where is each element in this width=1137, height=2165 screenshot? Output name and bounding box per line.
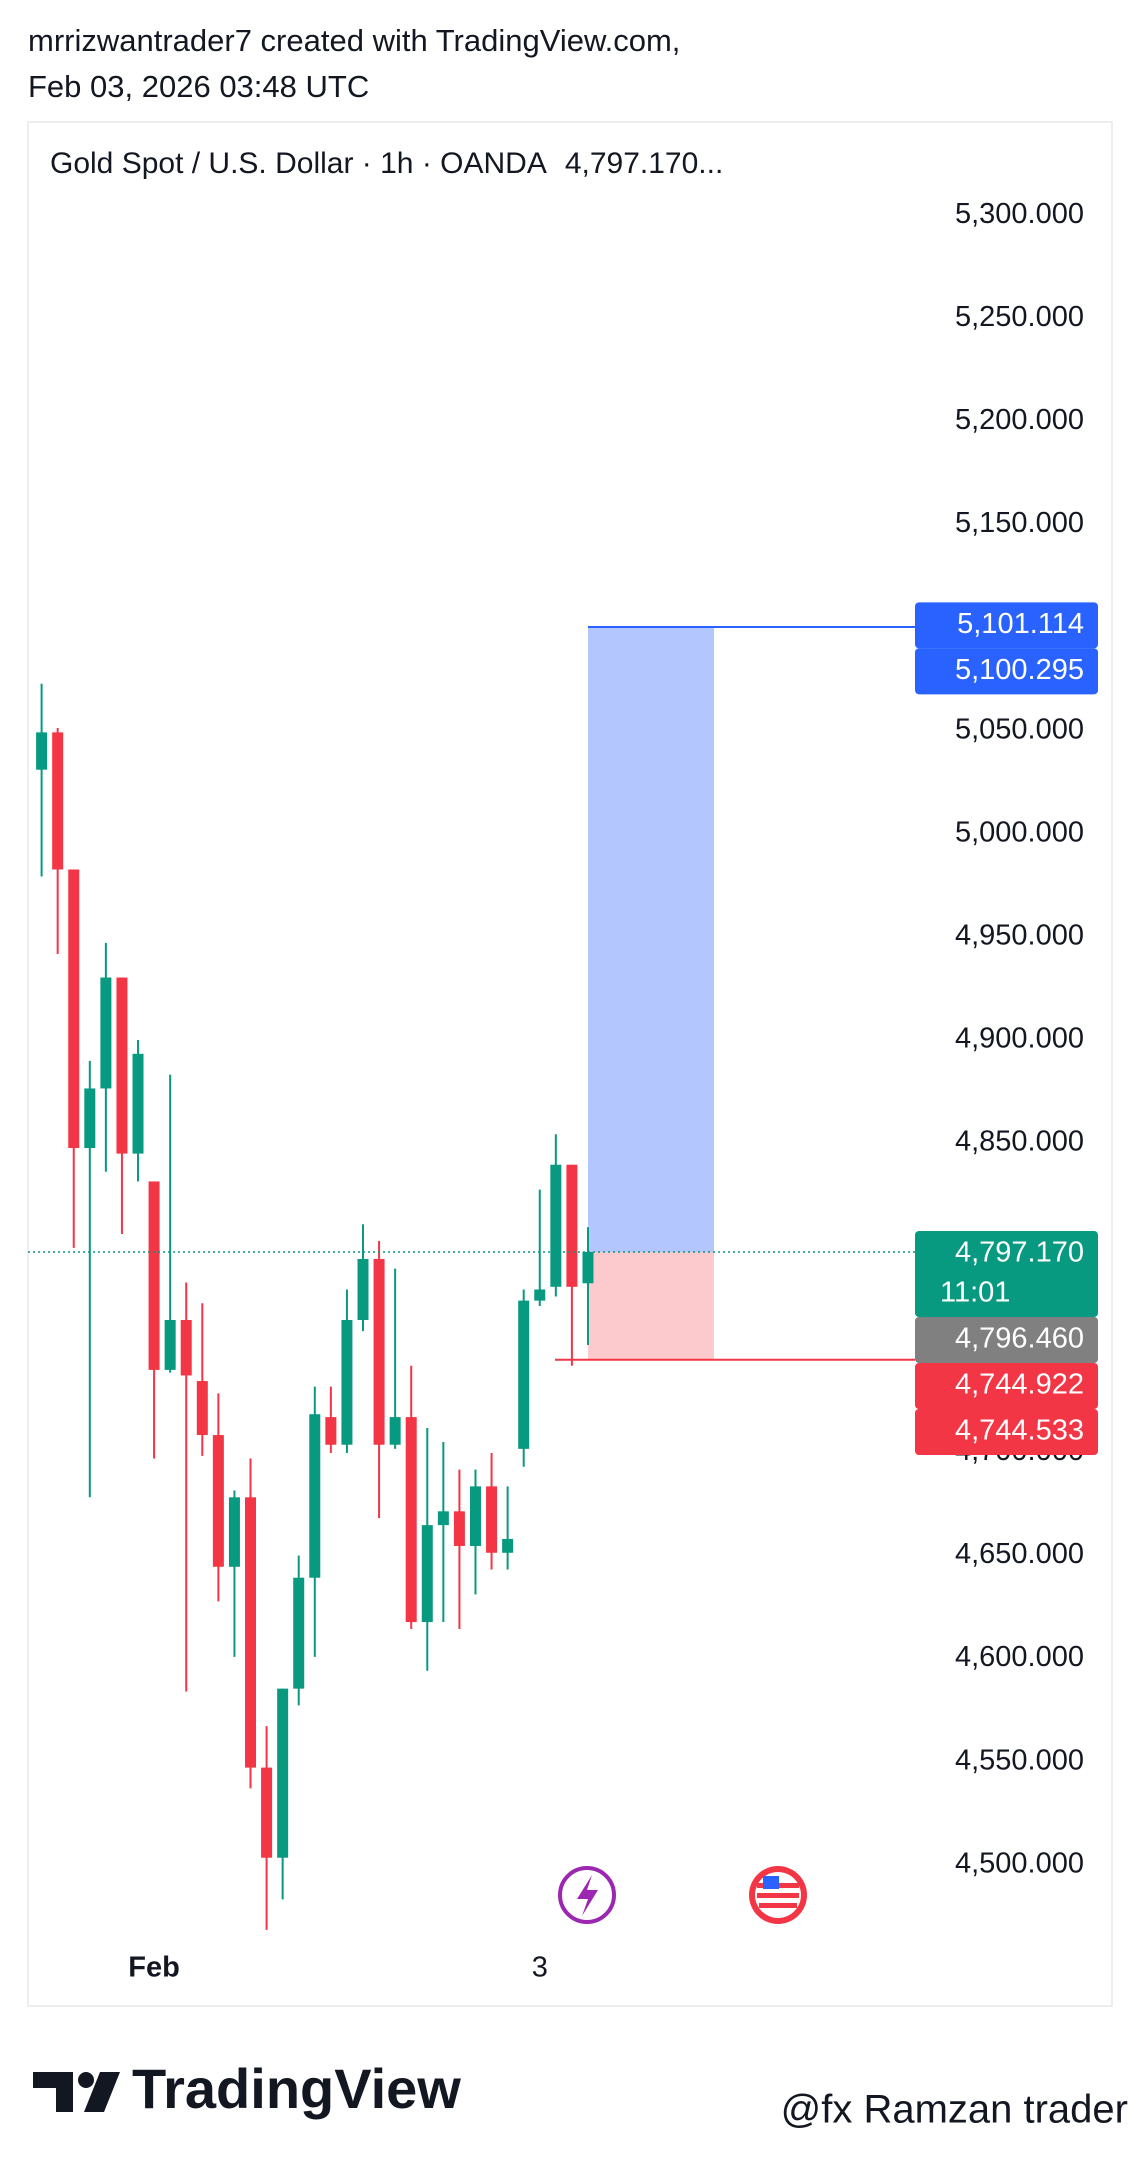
- candle-body: [405, 1417, 417, 1623]
- plot: 5,300.000 5,250.000 5,200.000 5,150.000 5,05…: [28, 198, 1098, 1984]
- y-tick-label: 5,050.000: [955, 713, 1084, 745]
- candle-body: [293, 1577, 305, 1689]
- logo-part: [33, 2072, 73, 2112]
- candle-body: [389, 1417, 401, 1445]
- candle-body: [84, 1088, 96, 1149]
- candle-body: [164, 1319, 176, 1370]
- lightning: [577, 1875, 598, 1916]
- y-tick-label: 5,150.000: [955, 507, 1084, 539]
- price-label: 4,744.922: [955, 1369, 1084, 1401]
- price-label-box: [915, 1363, 1098, 1410]
- loss-zone: [588, 1252, 714, 1360]
- candle-body: [245, 1497, 257, 1768]
- candle-body: [325, 1417, 337, 1445]
- candle-body: [52, 732, 64, 870]
- title-price: 4,797.170...: [565, 147, 723, 180]
- price-label-box: [915, 1409, 1098, 1456]
- y-tick-label: 5,200.000: [955, 404, 1084, 436]
- brand-name: TradingView: [132, 2057, 461, 2120]
- y-tick-label: 5,250.000: [955, 301, 1084, 333]
- brand-logo: [33, 2072, 120, 2112]
- candle-body: [212, 1435, 224, 1567]
- y-tick-label: 5,300.000: [955, 198, 1084, 230]
- y-tick-label: 4,600.000: [955, 1641, 1084, 1673]
- candle-body: [196, 1381, 208, 1436]
- candle-body: [261, 1767, 273, 1858]
- x-tick-label: 3: [532, 1952, 548, 1984]
- candle-body: [100, 977, 112, 1089]
- candle-body: [116, 977, 128, 1154]
- candle-body: [550, 1164, 562, 1287]
- timestamp: Feb 03, 2026 03:48 UTC: [28, 69, 369, 104]
- price-label-box: [915, 648, 1098, 695]
- countdown: 11:01: [940, 1277, 1010, 1309]
- candle-body: [566, 1164, 578, 1287]
- candle-body: [357, 1258, 369, 1320]
- candle-body: [148, 1181, 160, 1370]
- candle-body: [582, 1252, 594, 1284]
- event-icon[interactable]: [558, 1866, 616, 1924]
- x-tick-label: Feb: [128, 1952, 180, 1984]
- candle-body: [36, 732, 48, 770]
- y-tick-label: 5,000.000: [955, 816, 1084, 848]
- price-label-box: [915, 602, 1098, 649]
- flag-canton: [763, 1876, 779, 1889]
- logo-part: [84, 2072, 120, 2112]
- candle-body: [373, 1258, 385, 1445]
- candle-body: [486, 1486, 498, 1553]
- price-label: 4,797.170: [955, 1237, 1084, 1269]
- chart-frame: [27, 121, 1113, 2007]
- byline: mrrizwantrader7 created with TradingView…: [28, 23, 680, 58]
- candle-body: [437, 1511, 449, 1526]
- price-label-box: [915, 1317, 1098, 1364]
- y-tick-label: 4,950.000: [955, 920, 1084, 952]
- candle-body: [277, 1688, 289, 1858]
- candle-body: [469, 1486, 481, 1546]
- price-label: 5,101.114: [957, 608, 1084, 640]
- flag-stripe: [759, 1903, 797, 1908]
- y-tick-label: 4,900.000: [955, 1023, 1084, 1055]
- flag-icon[interactable]: [749, 1866, 807, 1924]
- candle-body: [453, 1511, 465, 1546]
- y-tick-label: 4,650.000: [955, 1538, 1084, 1570]
- y-tick-label: 4,500.000: [955, 1847, 1084, 1879]
- candle-body: [502, 1538, 514, 1553]
- candle-body: [132, 1053, 144, 1154]
- candle-body: [534, 1289, 546, 1301]
- price-label: 5,100.295: [955, 654, 1084, 686]
- candle-body: [180, 1319, 192, 1376]
- candle-body: [341, 1319, 353, 1445]
- profit-zone: [588, 627, 714, 1253]
- logo-part: [78, 2072, 94, 2088]
- candle-body: [309, 1414, 321, 1578]
- candle-body: [228, 1497, 240, 1567]
- chart-title: Gold Spot / U.S. Dollar · 1h · OANDA: [50, 147, 547, 180]
- watermark: @fx Ramzan trader: [781, 2088, 1128, 2132]
- price-label: 4,744.533: [955, 1415, 1084, 1447]
- candle-body: [421, 1525, 433, 1623]
- y-tick-label: 4,850.000: [955, 1126, 1084, 1158]
- y-tick-label: 4,550.000: [955, 1744, 1084, 1776]
- price-label: 4,796.460: [955, 1323, 1084, 1355]
- flag-stripe: [757, 1893, 799, 1898]
- price-label-box: [915, 1231, 1098, 1318]
- candle-body: [68, 869, 80, 1149]
- candle-body: [518, 1300, 530, 1449]
